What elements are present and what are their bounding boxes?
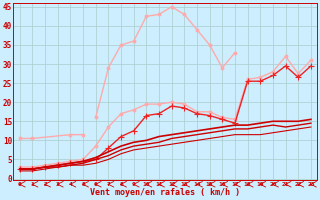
X-axis label: Vent moyen/en rafales ( km/h ): Vent moyen/en rafales ( km/h ) [90,188,240,197]
